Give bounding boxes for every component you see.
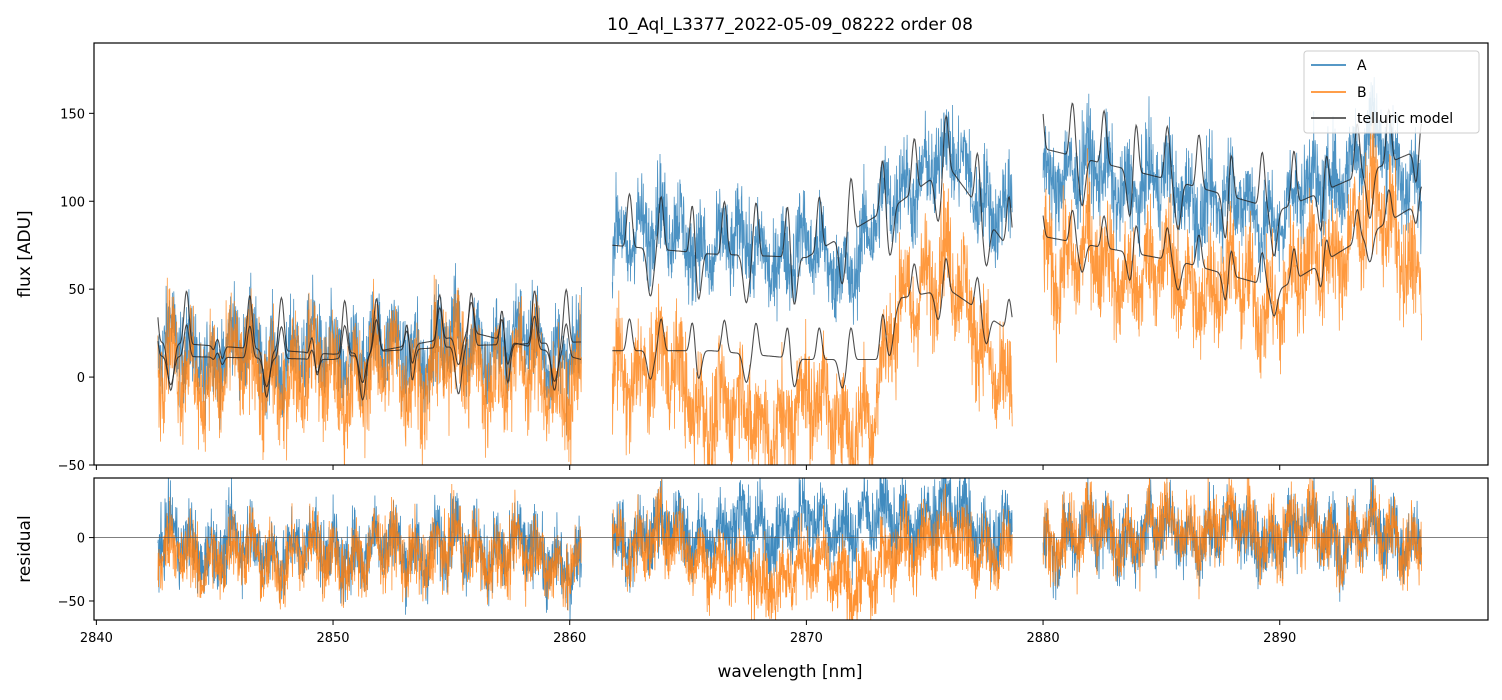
legend-label-a: A	[1357, 58, 1367, 74]
legend-label-b: B	[1357, 85, 1367, 101]
top-axes-frame	[93, 42, 1489, 466]
legend: A B telluric model	[1303, 50, 1480, 134]
top-panel: −50 0 50 100 150 flux [ADU]	[15, 42, 1489, 474]
x-tick-label: 2890	[1263, 631, 1296, 646]
x-tick-label: 2850	[316, 631, 349, 646]
top-y-tick-label: 150	[60, 107, 85, 122]
x-axis-label: wavelength [nm]	[717, 662, 862, 682]
bottom-y-tick-label: −50	[58, 595, 85, 610]
top-y-tick-label: −50	[58, 459, 85, 474]
top-y-tick-label: 100	[60, 195, 85, 210]
legend-label-telluric: telluric model	[1357, 111, 1453, 127]
bottom-plot-area	[94, 478, 1488, 620]
top-y-ticks: −50 0 50 100 150	[58, 107, 94, 474]
bottom-y-label: residual	[15, 515, 35, 582]
top-y-tick-label: 0	[77, 371, 85, 386]
series-top-telluric-model-b	[157, 186, 1423, 389]
top-y-tick-label: 50	[68, 283, 85, 298]
bottom-y-ticks: −50 0	[58, 532, 94, 610]
top-y-label: flux [ADU]	[15, 210, 35, 297]
x-tick-label: 2880	[1027, 631, 1060, 646]
x-tick-label: 2860	[553, 631, 586, 646]
x-tick-label: 2840	[80, 631, 113, 646]
bottom-axes-frame	[93, 477, 1489, 621]
bottom-y-tick-label: 0	[77, 532, 85, 547]
top-x-ticks	[95, 465, 1281, 470]
x-tick-label: 2870	[790, 631, 823, 646]
bottom-x-ticks: 2840 2850 2860 2870 2880 2890	[80, 620, 1296, 646]
legend-box	[1303, 50, 1480, 134]
top-plot-area	[157, 77, 1423, 465]
bottom-panel: −50 0 2840 2850 2860 2870 2880 2890 residual	[15, 477, 1489, 646]
series-bottom-b	[157, 478, 1422, 620]
chart-title: 10_Aql_L3377_2022-05-09_08222 order 08	[607, 15, 973, 35]
